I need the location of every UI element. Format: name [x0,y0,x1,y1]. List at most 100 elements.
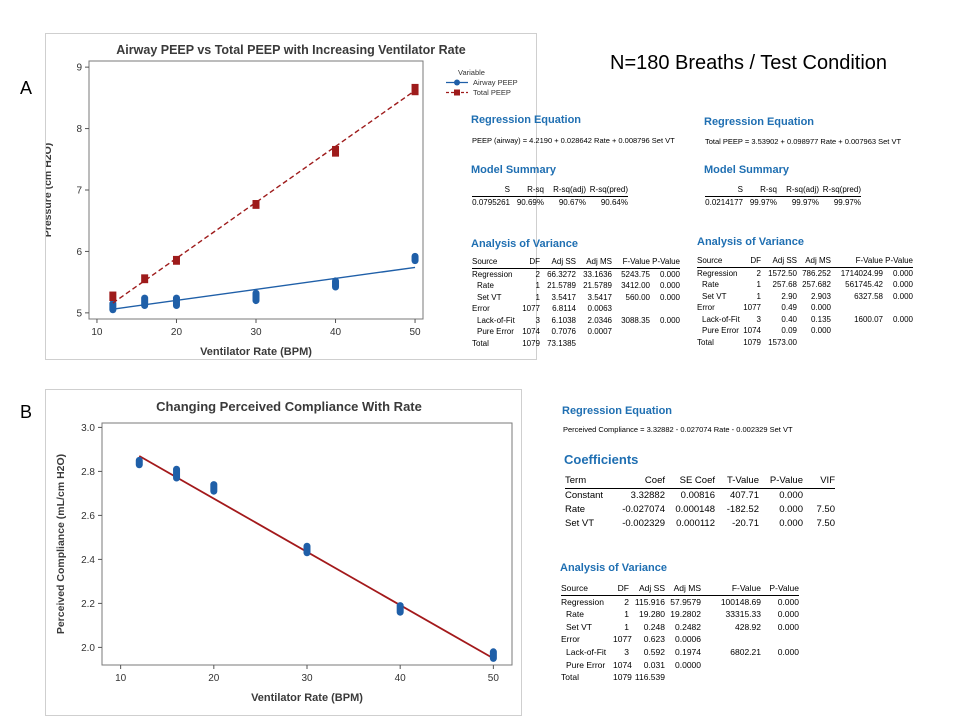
a-right-model-title: Model Summary [704,164,789,176]
b-coef-cell: -182.52 [726,504,759,515]
a-right-anova-cell: 1074 [743,326,761,335]
a-left-anova-row: Total 1079 73.1385 [472,338,680,350]
y-tick-label: 7 [76,186,82,197]
data-point-cluster [109,300,117,314]
a-left-equation: PEEP (airway) = 4.2190 + 0.028642 Rate +… [472,136,675,145]
a-right-anova-cell: 3 [756,314,761,324]
b-coef-header-row: Term Coef SE Coef T-Value P-Value VIF [565,474,835,489]
a-right-model-cell: 99.97% [791,197,819,207]
a-right-model-header-cell: S [737,185,743,194]
a-right-anova-header-cell: F-Value [855,256,883,265]
y-tick-label: 2.6 [81,511,95,522]
data-point-cluster [332,145,340,157]
b-anova-cell: Pure Error [566,659,606,670]
a-right-anova-header-row: Source DF Adj SS Adj MS F-Value P-Value [697,255,913,268]
data-point-cluster [172,294,180,309]
chart-b-compliance: Changing Perceived Compliance With Rate 1… [55,399,513,704]
a-right-anova-header-cell: Adj MS [805,256,831,265]
b-anova-cell: Error [561,634,580,645]
a-left-anova-cell: 0.0063 [587,304,612,313]
a-right-model-row: 0.0214177 99.97% 99.97% 99.97% [705,197,861,209]
b-coef-cell: Set VT [565,518,595,529]
a-left-model-cell: 90.67% [558,197,586,207]
a-left-anova-cell: 3412.00 [621,281,650,290]
a-left-anova-table: Source DF Adj SS Adj MS F-Value P-Value Regres… [472,256,680,349]
b-coef-cell: Constant [565,490,604,501]
b-anova-cell: 0.623 [643,634,665,645]
a-left-anova-cell: 33.1636 [583,269,612,279]
legend-label: Total PEEP [473,88,511,97]
y-tick-label: 2.0 [81,643,95,654]
b-anova-cell: 0.0000 [675,659,701,670]
x-tick-label: 10 [115,673,127,684]
x-tick-label: 10 [91,327,103,338]
a-left-anova-cell: 21.5789 [583,281,612,290]
a-right-anova-cell: 1600.07 [854,314,883,324]
a-right-anova-cell: 257.682 [802,280,831,289]
a-left-model-cell: 90.69% [516,197,544,207]
a-left-anova-cell: 1077 [522,304,540,313]
b-anova-header-cell: Source [561,583,588,593]
b-anova-cell: 3 [624,646,629,657]
b-anova-cell: Total [561,672,579,683]
a-left-anova-cell: 2.0346 [587,315,612,325]
b-anova-header-cell: DF [617,583,629,593]
a-right-anova-cell: 1572.50 [768,268,797,278]
b-coef-cell: 0.000112 [676,518,715,529]
b-anova-header-cell: F-Value [731,583,761,593]
a-left-anova-cell: 3.5417 [587,292,612,302]
a-right-anova-cell: Set VT [702,291,727,301]
a-right-anova-title: Analysis of Variance [697,236,804,248]
a-left-anova-cell: 1 [535,281,540,290]
b-anova-cell: Rate [566,609,584,620]
x-tick-label: 50 [409,327,421,338]
a-left-anova-cell: Pure Error [477,327,514,336]
b-coef-row: Set VT -0.002329 0.000112 -20.71 0.000 7.50 [565,517,835,531]
a-left-model-row: 0.0795261 90.69% 90.67% 90.64% [472,197,628,209]
a-right-anova-cell: 0.000 [810,303,831,312]
a-left-anova-row: Lack-of-Fit 3 6.1038 2.0346 3088.35 0.000 [472,315,680,327]
a-left-anova-header-cell: DF [529,257,540,266]
a-right-anova-cell: 1714024.99 [840,268,883,278]
x-tick-label: 20 [171,327,183,338]
b-anova-cell: 1074 [613,659,632,670]
a-left-anova-cell: 0.7076 [551,327,576,336]
data-point-cluster [210,481,218,495]
a-right-anova-cell: 2.903 [810,291,831,301]
a-left-anova-cell: 3 [535,315,540,325]
a-right-anova-header-cell: P-Value [885,256,913,265]
b-coef-cell: -0.027074 [622,504,665,515]
b-anova-cell: 1 [624,609,629,620]
a-left-anova-cell: 0.000 [659,292,680,302]
b-anova-cell: 1 [624,621,629,632]
a-right-model-cell: 0.0214177 [705,197,743,207]
b-anova-header-cell: P-Value [769,583,799,593]
a-right-anova-cell: 257.68 [772,280,797,289]
data-point-cluster [252,200,260,209]
b-anova-title: Analysis of Variance [560,562,667,574]
a-left-anova-cell: 1 [535,292,540,302]
a-right-anova-row: Total 1079 1573.00 [697,337,913,349]
b-anova-cell: 116.539 [634,672,665,683]
chart-title: Airway PEEP vs Total PEEP with Increasin… [116,43,465,57]
chart-a-frame: Airway PEEP vs Total PEEP with Increasin… [42,33,537,360]
data-point-cluster [135,456,143,469]
a-right-model-header-row: S R-sq R-sq(adj) R-sq(pred) [705,184,861,197]
fit-line [138,455,494,660]
data-point-cluster [252,289,260,305]
b-anova-cell: 0.000 [777,609,799,620]
b-coef-cell: 7.50 [816,518,836,529]
b-anova-row: Total 1079 116.539 [561,671,799,684]
b-anova-cell: 2 [624,596,629,607]
data-point-cluster [141,274,149,284]
b-coef-header-cell: T-Value [726,475,759,486]
b-coef-cell: 7.50 [816,504,836,515]
a-right-anova-cell: 0.000 [892,291,913,301]
b-anova-cell: 115.916 [634,596,665,607]
b-anova-row: Regression 2 115.916 57.9579 100148.69 0.000 [561,596,799,609]
legend-marker [454,79,460,86]
x-tick-label: 50 [488,673,500,684]
b-coef-row: Rate -0.027074 0.000148 -182.52 0.000 7.50 [565,503,835,517]
a-left-anova-title: Analysis of Variance [471,238,578,250]
a-left-anova-cell: 6.1038 [551,315,576,325]
